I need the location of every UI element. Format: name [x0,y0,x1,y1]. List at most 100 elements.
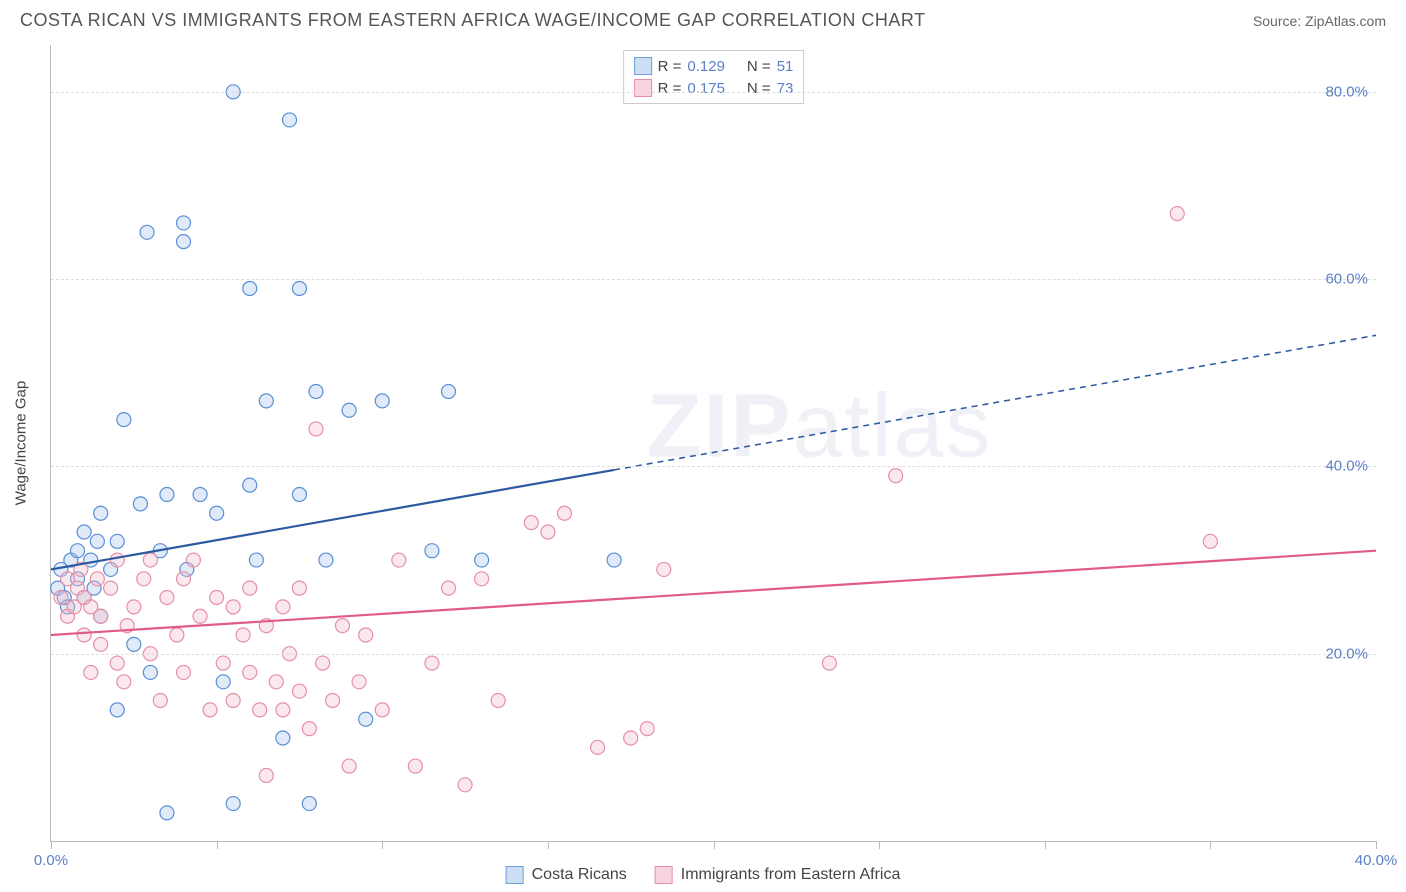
r-label: R = [658,58,682,75]
scatter-point [140,225,154,239]
scatter-point [193,609,207,623]
scatter-point [160,591,174,605]
scatter-point [359,712,373,726]
scatter-point [336,619,350,633]
scatter-point [160,488,174,502]
scatter-point [326,694,340,708]
x-tick [879,841,880,849]
x-tick-label: 0.0% [34,852,68,869]
scatter-point [541,525,555,539]
series-label: Costa Ricans [532,866,627,884]
scatter-point [491,694,505,708]
r-value: 0.129 [687,58,725,75]
scatter-point [475,553,489,567]
scatter-point [292,581,306,595]
scatter-point [177,572,191,586]
scatter-point [292,684,306,698]
scatter-point [309,422,323,436]
scatter-point [342,759,356,773]
y-tick-label: 20.0% [1325,645,1368,662]
gridline [51,466,1376,467]
scatter-point [104,581,118,595]
scatter-point [591,740,605,754]
scatter-point [302,797,316,811]
scatter-point [359,628,373,642]
scatter-point [77,628,91,642]
scatter-point [375,703,389,717]
scatter-point [236,628,250,642]
chart-title: COSTA RICAN VS IMMIGRANTS FROM EASTERN A… [20,10,926,31]
scatter-point [392,553,406,567]
scatter-point [226,797,240,811]
chart-plot-area: Wage/Income Gap ZIPatlas R =0.129N =51R … [50,45,1376,842]
scatter-point [170,628,184,642]
legend-swatch [655,866,673,884]
scatter-point [342,403,356,417]
x-tick [1045,841,1046,849]
scatter-point [557,506,571,520]
series-legend-item: Costa Ricans [506,866,627,884]
scatter-point [269,675,283,689]
scatter-point [117,413,131,427]
header: COSTA RICAN VS IMMIGRANTS FROM EASTERN A… [0,0,1406,36]
source-attribution: Source: ZipAtlas.com [1253,13,1386,29]
scatter-point [316,656,330,670]
scatter-point [90,534,104,548]
legend-swatch [506,866,524,884]
scatter-point [127,637,141,651]
scatter-point [137,572,151,586]
scatter-point [216,656,230,670]
scatter-point [193,488,207,502]
scatter-point [319,553,333,567]
r-value: 0.175 [687,80,725,97]
y-axis-label: Wage/Income Gap [13,381,30,506]
legend-swatch [634,57,652,75]
scatter-point [177,235,191,249]
scatter-point [259,394,273,408]
scatter-point [243,665,257,679]
scatter-point [94,609,108,623]
scatter-point [110,656,124,670]
scatter-point [302,722,316,736]
scatter-point [243,281,257,295]
scatter-point [117,675,131,689]
scatter-point [54,591,68,605]
scatter-point [309,384,323,398]
scatter-point [210,506,224,520]
scatter-point [640,722,654,736]
scatter-point [243,581,257,595]
x-tick [382,841,383,849]
scatter-point [90,572,104,586]
source-label: Source: [1253,13,1305,29]
scatter-point [442,384,456,398]
scatter-point [143,665,157,679]
scatter-point [276,731,290,745]
scatter-point [253,703,267,717]
scatter-point [177,665,191,679]
scatter-point [822,656,836,670]
scatter-point [889,469,903,483]
scatter-point [153,694,167,708]
scatter-point [259,768,273,782]
series-label: Immigrants from Eastern Africa [681,866,901,884]
n-label: N = [747,58,771,75]
scatter-point [110,553,124,567]
scatter-point [249,553,263,567]
scatter-point [77,525,91,539]
legend-swatch [634,79,652,97]
correlation-legend-row: R = 0.129 N = 51 [634,55,794,77]
trend-line-dashed [614,335,1376,470]
correlation-legend-row: R =0.175N =73 [634,77,794,99]
scatter-point [375,394,389,408]
n-label: N = [747,80,771,97]
x-tick [51,841,52,849]
x-tick [1210,841,1211,849]
scatter-point [203,703,217,717]
scatter-point [425,656,439,670]
scatter-point [127,600,141,614]
scatter-point [524,516,538,530]
n-value: 51 [777,58,794,75]
y-tick-label: 60.0% [1325,271,1368,288]
r-label: R = [658,80,682,97]
scatter-point [110,534,124,548]
